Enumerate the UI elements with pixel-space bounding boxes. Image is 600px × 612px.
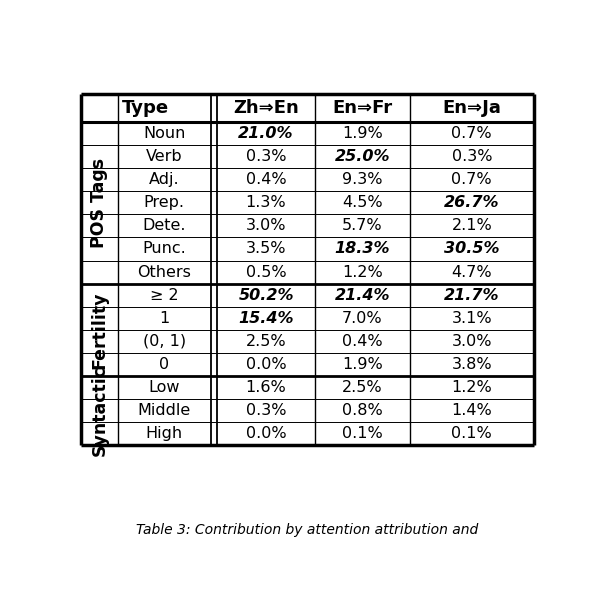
Text: 5.7%: 5.7%: [342, 218, 383, 233]
Text: 0.5%: 0.5%: [246, 264, 286, 280]
Text: 3.0%: 3.0%: [452, 334, 492, 349]
Text: 0.0%: 0.0%: [246, 427, 286, 441]
Text: 21.7%: 21.7%: [444, 288, 500, 303]
Text: 21.0%: 21.0%: [238, 126, 294, 141]
Text: 3.5%: 3.5%: [246, 242, 286, 256]
Text: 1.2%: 1.2%: [342, 264, 383, 280]
Text: 1.2%: 1.2%: [451, 380, 492, 395]
Text: 3.0%: 3.0%: [246, 218, 286, 233]
Text: High: High: [146, 427, 182, 441]
Text: 3.1%: 3.1%: [451, 311, 492, 326]
Text: Zh⇒En: Zh⇒En: [233, 99, 299, 117]
Text: 4.7%: 4.7%: [451, 264, 492, 280]
Text: En⇒Ja: En⇒Ja: [442, 99, 501, 117]
Text: 0.4%: 0.4%: [246, 172, 286, 187]
Text: 18.3%: 18.3%: [335, 242, 390, 256]
Text: 1.9%: 1.9%: [342, 126, 383, 141]
Text: Dete.: Dete.: [142, 218, 186, 233]
Text: Table 3: Contribution by attention attribution and: Table 3: Contribution by attention attri…: [136, 523, 479, 537]
Text: Prep.: Prep.: [143, 195, 185, 211]
Text: 0.8%: 0.8%: [342, 403, 383, 418]
Text: Noun: Noun: [143, 126, 185, 141]
Text: 9.3%: 9.3%: [342, 172, 383, 187]
Text: Low: Low: [148, 380, 180, 395]
Text: 2.5%: 2.5%: [342, 380, 383, 395]
Text: Type: Type: [122, 99, 169, 117]
Text: 30.5%: 30.5%: [444, 242, 500, 256]
Text: POS Tags: POS Tags: [91, 158, 109, 248]
Text: ≥ 2: ≥ 2: [150, 288, 178, 303]
Text: 0.0%: 0.0%: [246, 357, 286, 372]
Text: 1: 1: [159, 311, 169, 326]
Text: 0.3%: 0.3%: [452, 149, 492, 164]
Text: Syntactic: Syntactic: [91, 365, 109, 456]
Text: 0.7%: 0.7%: [451, 172, 492, 187]
Text: 0.1%: 0.1%: [451, 427, 492, 441]
Text: 1.6%: 1.6%: [245, 380, 286, 395]
Text: Adj.: Adj.: [149, 172, 179, 187]
Text: (0, 1): (0, 1): [143, 334, 185, 349]
Text: 2.5%: 2.5%: [246, 334, 286, 349]
Text: 0.3%: 0.3%: [246, 403, 286, 418]
Text: 3.8%: 3.8%: [451, 357, 492, 372]
Text: 0.7%: 0.7%: [451, 126, 492, 141]
Text: 1.3%: 1.3%: [246, 195, 286, 211]
Text: Punc.: Punc.: [142, 242, 186, 256]
Text: 21.4%: 21.4%: [335, 288, 390, 303]
Text: Fertility: Fertility: [91, 291, 109, 368]
Text: 1.9%: 1.9%: [342, 357, 383, 372]
Text: 26.7%: 26.7%: [444, 195, 500, 211]
Text: 4.5%: 4.5%: [342, 195, 383, 211]
Text: En⇒Fr: En⇒Fr: [332, 99, 392, 117]
Text: 15.4%: 15.4%: [238, 311, 294, 326]
Text: 0.3%: 0.3%: [246, 149, 286, 164]
Text: Others: Others: [137, 264, 191, 280]
Text: 25.0%: 25.0%: [335, 149, 390, 164]
Text: 2.1%: 2.1%: [451, 218, 492, 233]
Text: 0.4%: 0.4%: [342, 334, 383, 349]
Text: 7.0%: 7.0%: [342, 311, 383, 326]
Text: Verb: Verb: [146, 149, 182, 164]
Text: 50.2%: 50.2%: [238, 288, 294, 303]
Text: Middle: Middle: [137, 403, 191, 418]
Text: 0: 0: [159, 357, 169, 372]
Text: 1.4%: 1.4%: [451, 403, 492, 418]
Text: 0.1%: 0.1%: [342, 427, 383, 441]
